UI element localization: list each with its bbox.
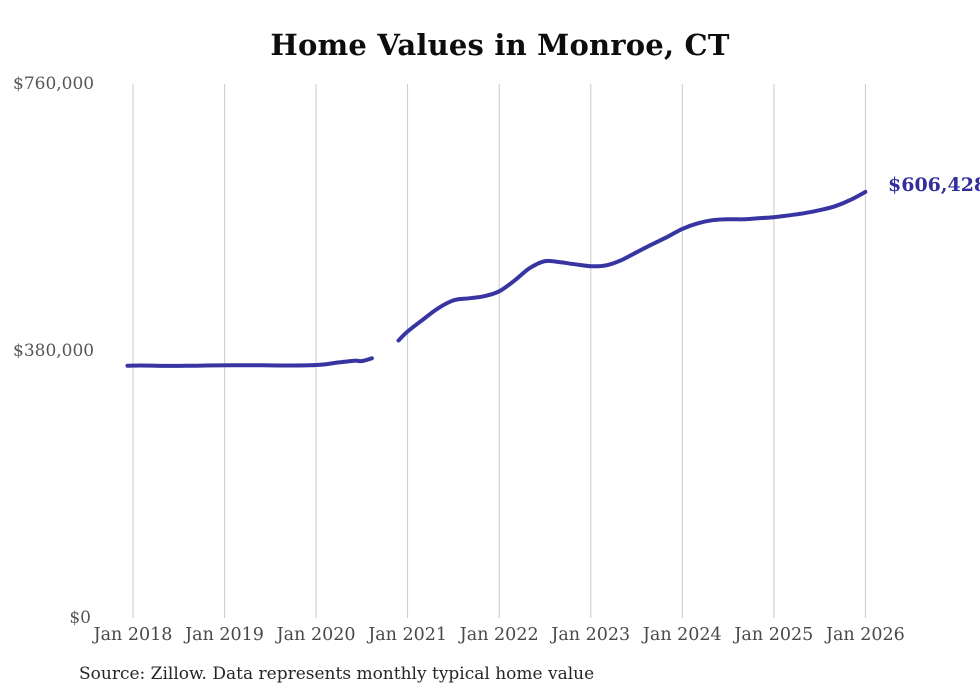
home-value-line-segment-1 [125,356,374,368]
x-tick-label: Jan 2023 [551,625,631,645]
y-tick-label: $0 [69,608,91,628]
home-value-line-segment-2 [396,189,868,343]
source-note: Source: Zillow. Data represents monthly … [79,664,595,684]
x-tick-label: Jan 2024 [642,625,722,645]
x-tick-label: Jan 2018 [93,625,173,645]
x-tick-label: Jan 2026 [825,625,905,645]
y-tick-label: $380,000 [13,341,95,361]
x-tick-label: Jan 2020 [276,625,356,645]
latest-value-label: $606,428 [888,174,980,196]
y-tick-label: $760,000 [13,74,95,94]
x-tick-label: Jan 2019 [185,625,264,645]
x-tick-label: Jan 2025 [734,625,814,645]
chart-title: Home Values in Monroe, CT [270,28,730,62]
x-tick-label: Jan 2021 [368,625,448,645]
x-tick-label: Jan 2022 [459,625,539,645]
